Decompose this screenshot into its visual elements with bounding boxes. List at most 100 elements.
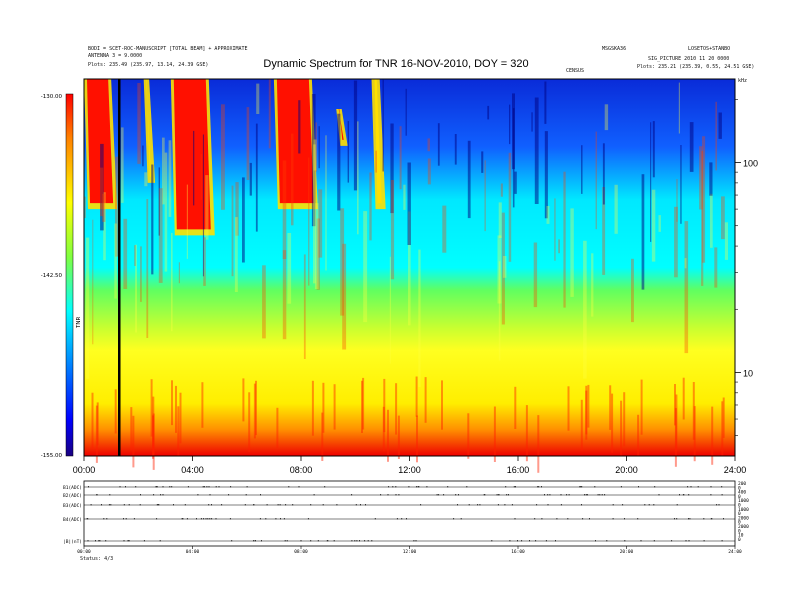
- bottom-row-dot: [415, 540, 417, 542]
- bottom-row-dot: [327, 540, 329, 542]
- bottom-x-tick-label: 20:00: [620, 549, 634, 555]
- x-tick-label: 16:00: [507, 465, 530, 475]
- x-tick-label: 24:00: [724, 465, 747, 475]
- x-tick-label: 04:00: [181, 465, 204, 475]
- radio-burst-4: [371, 79, 386, 210]
- spectral-streak: [678, 82, 680, 134]
- bottom-row-dot: [245, 494, 247, 496]
- bottom-row-dot: [208, 504, 210, 506]
- spectral-streak: [587, 384, 590, 428]
- bottom-row-dot: [418, 486, 420, 488]
- spectral-streak: [100, 167, 104, 217]
- bottom-row-label: |B|(nT): [63, 539, 82, 545]
- bottom-row-dot: [408, 486, 410, 488]
- spectral-streak: [563, 171, 566, 308]
- spectral-streak: [602, 187, 606, 275]
- spectral-streak: [340, 208, 345, 316]
- bottom-row-dot: [674, 518, 675, 520]
- bottom-row-dot: [184, 504, 186, 506]
- spectral-streak: [611, 393, 614, 453]
- bottom-row-dot: [125, 518, 127, 520]
- bottom-row-dot: [406, 518, 407, 520]
- bottom-row-dot: [690, 486, 692, 488]
- bottom-row-dot: [567, 518, 569, 520]
- spectral-streak: [318, 126, 320, 169]
- bottom-row-dot: [582, 518, 584, 520]
- bottom-row-dot: [98, 540, 100, 542]
- spectral-streak: [595, 131, 597, 230]
- bottom-row-dot: [509, 540, 511, 542]
- bottom-row-dot: [711, 518, 713, 520]
- bottom-row-dot: [387, 494, 389, 496]
- bottom-row-dot: [280, 518, 281, 520]
- spectral-streak: [714, 247, 718, 288]
- spectral-streak: [255, 123, 258, 232]
- bottom-row-dot: [514, 518, 516, 520]
- spectral-streak: [674, 206, 678, 278]
- spectral-streak: [337, 113, 341, 211]
- bottom-row-dot: [508, 494, 509, 496]
- bottom-row-dot: [135, 486, 137, 488]
- bottom-row-dot: [284, 540, 286, 542]
- spectral-streak: [533, 242, 538, 308]
- spectral-streak: [721, 196, 725, 240]
- spectral-streak: [709, 162, 713, 196]
- spectrogram-plot: [83, 78, 736, 473]
- spectral-streak: [291, 133, 294, 226]
- spectral-streak: [397, 415, 400, 459]
- colorbar: [65, 93, 74, 457]
- bottom-row-dot: [200, 518, 202, 520]
- bottom-row-dot: [549, 494, 551, 496]
- spectral-streak: [313, 144, 316, 284]
- bottom-row-dot: [466, 486, 468, 488]
- bottom-row-dot: [313, 494, 315, 496]
- bottom-row-dot: [99, 540, 101, 542]
- bottom-right-tick: 200: [738, 481, 746, 487]
- spectral-streak: [405, 88, 407, 136]
- spectral-streak: [497, 235, 502, 304]
- bottom-row-dot: [483, 494, 485, 496]
- spectral-streak: [424, 377, 427, 423]
- bottom-row-dot: [457, 504, 458, 506]
- spectral-streak: [152, 415, 154, 459]
- spectral-streak: [623, 392, 626, 447]
- bottom-row-dot: [125, 486, 126, 488]
- spectral-streak: [403, 184, 406, 210]
- spectral-streak: [604, 104, 609, 131]
- bottom-panel-frame: [83, 480, 736, 547]
- spectral-streak: [298, 100, 301, 154]
- spectral-streak: [567, 386, 570, 431]
- spectral-streak: [544, 131, 548, 219]
- bottom-row-dot: [230, 486, 232, 488]
- bottom-row-dot: [87, 540, 89, 542]
- spectral-streak: [514, 386, 517, 429]
- bottom-row-dot: [108, 504, 110, 506]
- spectral-streak: [701, 151, 704, 286]
- bottom-row-dot: [697, 486, 699, 488]
- bottom-row-dot: [324, 486, 326, 488]
- burst-core: [276, 79, 314, 204]
- bottom-row-dot: [351, 540, 353, 542]
- bottom-row-dot: [133, 518, 135, 520]
- spectral-streak: [91, 392, 94, 449]
- spectral-streak: [135, 244, 137, 333]
- bottom-row-dot: [468, 504, 470, 506]
- bottom-row-dot: [279, 504, 281, 506]
- spectral-streak: [168, 140, 172, 217]
- spectral-streak: [674, 408, 677, 467]
- spectral-streak: [137, 83, 141, 164]
- spectral-streak: [658, 215, 661, 232]
- spectral-streak: [467, 413, 470, 459]
- spectral-streak: [415, 376, 418, 417]
- bottom-row-dot: [351, 494, 353, 496]
- header-left-line3: Plots: 235.49 (235.97, 13.14, 24.39 GSE): [88, 62, 209, 68]
- footer-status: Status: 4/3: [80, 556, 114, 562]
- bottom-row-dot: [356, 540, 358, 542]
- bottom-row-dot: [101, 504, 102, 506]
- bottom-row-dot: [187, 486, 189, 488]
- bottom-row-dot: [173, 504, 174, 506]
- bottom-row-dot: [718, 504, 720, 506]
- bottom-row-dot: [504, 504, 506, 506]
- bottom-row-dot: [477, 504, 479, 506]
- spectral-streak: [514, 171, 517, 194]
